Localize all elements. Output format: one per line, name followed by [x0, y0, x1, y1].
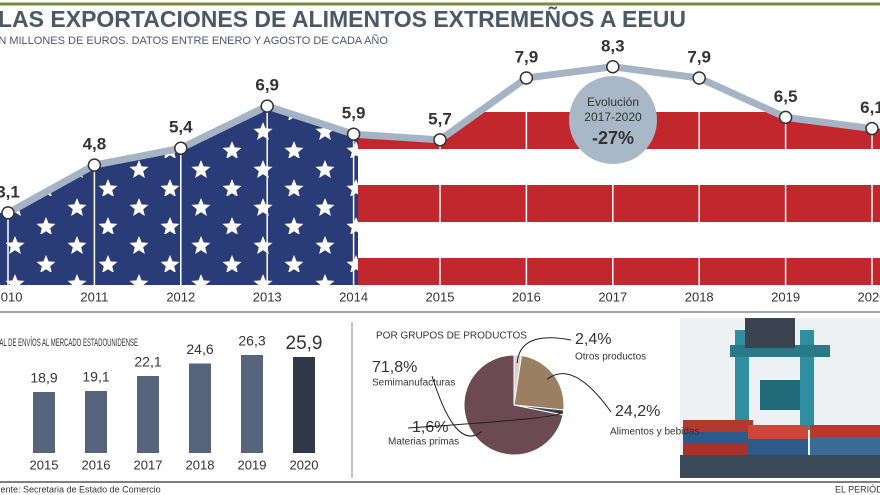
- point: [1, 206, 15, 220]
- bar: [137, 376, 159, 453]
- value-label: 7,9: [687, 47, 711, 66]
- x-tick-label: 2016: [82, 457, 111, 472]
- category-label: Alimentos y bebidas: [610, 427, 700, 438]
- value-label: 25,9: [286, 333, 323, 354]
- category-label: Otros productos: [575, 352, 646, 363]
- value-label: 6,5: [774, 87, 798, 106]
- x-tick-label: 2013: [253, 289, 282, 304]
- point: [778, 110, 793, 125]
- leader-line: [431, 375, 482, 437]
- chart-title: LAS EXPORTACIONES DE ALIMENTOS EXTREMEÑO…: [0, 5, 686, 32]
- value-label: 8,3: [601, 36, 625, 55]
- value-label: 1,6%: [412, 419, 448, 436]
- x-tick-label: 2015: [426, 289, 455, 304]
- x-tick-label: 2014: [339, 289, 368, 304]
- pie-slice: [513, 354, 565, 411]
- annotation-bubble: [569, 76, 657, 164]
- port-photo: [680, 318, 880, 478]
- leader-line: [546, 373, 612, 413]
- point: [606, 60, 620, 74]
- x-tick-label: 2016: [512, 289, 541, 304]
- x-tick-label: 2018: [186, 457, 215, 472]
- pie-slice: [463, 354, 564, 456]
- bar: [33, 392, 55, 453]
- point: [346, 127, 361, 141]
- value-label: 5,4: [169, 118, 193, 137]
- value-label: 2,4%: [575, 331, 611, 348]
- value-label: 5,9: [342, 104, 366, 123]
- annotation-title: Evolución: [587, 95, 639, 109]
- value-label: 18,9: [30, 370, 57, 386]
- point: [519, 71, 534, 85]
- credit: EL PERIÓDICO: [835, 484, 880, 494]
- bar: [85, 391, 107, 453]
- value-label: 26,3: [238, 333, 265, 349]
- x-tick-label: 2012: [166, 289, 195, 304]
- category-label: Materias primas: [388, 437, 459, 448]
- annotation-value: -27%: [592, 128, 634, 148]
- value-label: 5,7: [428, 109, 452, 128]
- value-label: 19,1: [82, 369, 109, 385]
- value-label: 7,9: [515, 47, 539, 66]
- leader-line: [516, 337, 572, 364]
- leader-line: [407, 410, 562, 429]
- subtitle: EN MILLONES DE EUROS. DATOS ENTRE ENERO …: [0, 34, 388, 47]
- x-tick-label: 2020: [858, 289, 880, 304]
- point: [865, 121, 879, 136]
- x-tick-label: 2017: [134, 457, 163, 472]
- value-label: 6,9: [255, 76, 279, 95]
- value-label: 24,2%: [615, 403, 660, 420]
- value-label: 22,1: [134, 354, 161, 370]
- x-tick-label: 2017: [598, 289, 627, 304]
- value-label: 3,1: [0, 182, 20, 201]
- value-label: 6,1: [860, 98, 880, 117]
- point: [174, 141, 188, 156]
- category-label: Semimanufacturas: [372, 378, 455, 389]
- x-tick-label: 2018: [685, 289, 714, 304]
- bar-title: TOTAL DE ENVÍOS AL MERCADO ESTADOUNIDENS…: [0, 336, 138, 349]
- point: [260, 99, 274, 113]
- point: [433, 133, 447, 147]
- value-label: 24,6: [186, 341, 213, 357]
- point: [87, 158, 102, 172]
- x-tick-label: 2010: [0, 289, 22, 304]
- source: Fuente: Secretaria de Estado de Comercio: [0, 484, 161, 494]
- point: [692, 71, 706, 85]
- x-tick-label: 2011: [80, 289, 108, 304]
- bar: [293, 357, 315, 453]
- x-tick-label: 2015: [30, 457, 59, 472]
- pie-title: POR GRUPOS DE PRODUCTOS: [376, 331, 527, 342]
- value-label: 4,8: [83, 135, 107, 154]
- value-label: 71,8%: [372, 359, 417, 376]
- x-tick-label: 2020: [290, 457, 319, 472]
- x-tick-label: 2019: [771, 289, 800, 304]
- bar: [189, 363, 211, 453]
- annotation-period: 2017-2020: [584, 110, 642, 124]
- bar: [241, 355, 263, 453]
- x-tick-label: 2019: [238, 457, 267, 472]
